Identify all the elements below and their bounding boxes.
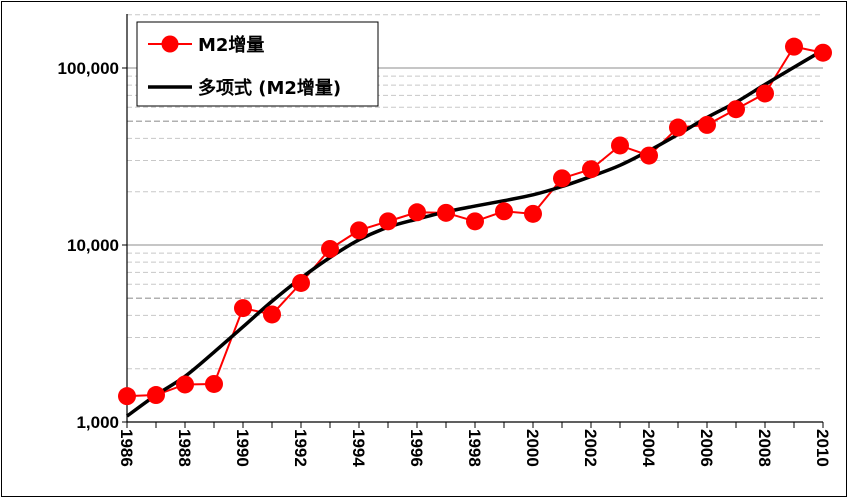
x-tick-label: 1996 bbox=[407, 429, 426, 467]
y-tick-label: 100,000 bbox=[58, 59, 119, 78]
data-point-m2-1997 bbox=[437, 203, 455, 222]
data-point-m2-1988 bbox=[176, 375, 194, 394]
data-point-m2-1991 bbox=[263, 305, 281, 324]
y-tick-label: 10,000 bbox=[67, 236, 119, 255]
data-point-m2-2009 bbox=[785, 37, 803, 56]
data-point-m2-1995 bbox=[379, 212, 397, 231]
data-point-m2-1996 bbox=[408, 203, 426, 222]
legend-label-polynomial: 多项式 (M2增量) bbox=[198, 77, 341, 99]
legend-swatch-marker-m2 bbox=[161, 35, 179, 53]
data-point-m2-1993 bbox=[321, 239, 339, 258]
data-point-m2-2000 bbox=[524, 204, 542, 223]
data-point-m2-2002 bbox=[582, 160, 600, 179]
data-point-m2-2005 bbox=[669, 118, 687, 137]
data-point-m2-1999 bbox=[495, 202, 513, 221]
x-tick-label: 1990 bbox=[233, 429, 252, 467]
legend-label-m2: M2增量 bbox=[198, 34, 264, 56]
data-point-m2-1986 bbox=[118, 387, 136, 406]
x-tick-label: 1998 bbox=[465, 429, 484, 467]
data-point-m2-1987 bbox=[147, 386, 165, 405]
x-tick-label: 2004 bbox=[639, 429, 658, 467]
legend-box bbox=[136, 21, 379, 107]
x-tick-label: 1988 bbox=[175, 429, 194, 467]
x-tick-label: 2008 bbox=[755, 429, 774, 467]
data-point-m2-2010 bbox=[814, 43, 832, 62]
x-tick-label: 1994 bbox=[349, 429, 368, 467]
y-tick-label: 1,000 bbox=[76, 413, 119, 432]
axis-layer: 1,000 10,000 100,000 1986 1988 1990 1992 1994 19… bbox=[58, 14, 832, 467]
x-tick-label: 2010 bbox=[813, 429, 832, 467]
x-tick-label: 2006 bbox=[697, 429, 716, 467]
data-point-m2-2003 bbox=[611, 136, 629, 155]
data-point-m2-2006 bbox=[698, 115, 716, 134]
data-point-m2-1989 bbox=[205, 374, 223, 393]
data-point-m2-1990 bbox=[234, 299, 252, 318]
x-tick-label: 2000 bbox=[523, 429, 542, 467]
legend: M2增量 多项式 (M2增量) bbox=[136, 21, 379, 107]
x-tick-label: 2002 bbox=[581, 429, 600, 467]
data-point-m2-2007 bbox=[727, 100, 745, 119]
data-point-m2-2001 bbox=[553, 169, 571, 188]
data-point-m2-1994 bbox=[350, 221, 368, 240]
data-point-m2-1998 bbox=[466, 212, 484, 231]
series-layer bbox=[118, 37, 832, 418]
x-tick-label: 1992 bbox=[291, 429, 310, 467]
data-point-m2-2004 bbox=[640, 146, 658, 165]
data-point-m2-1992 bbox=[292, 273, 310, 292]
x-tick-label: 1986 bbox=[117, 429, 136, 467]
data-point-m2-2008 bbox=[756, 84, 774, 103]
